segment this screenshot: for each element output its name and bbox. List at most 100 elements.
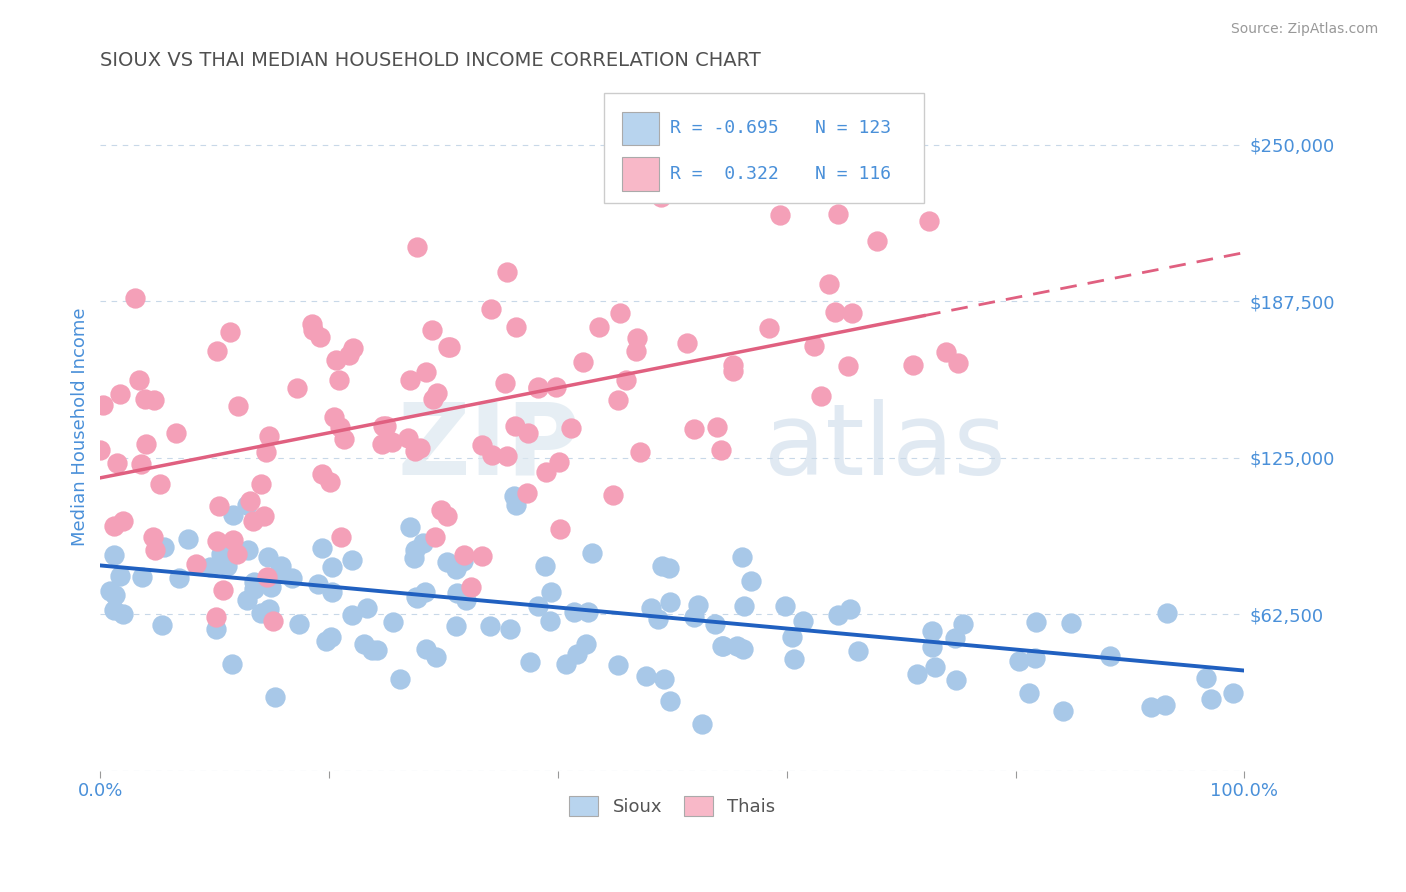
Point	[905, 666, 928, 681]
Point	[98, 583, 121, 598]
Point	[110, 387, 132, 401]
Text: N = 123: N = 123	[815, 120, 891, 137]
Point	[398, 520, 420, 534]
Point	[426, 385, 449, 400]
Point	[827, 607, 849, 622]
Point	[311, 541, 333, 555]
Point	[361, 643, 384, 657]
Point	[1154, 698, 1177, 713]
Legend: Sioux, Thais: Sioux, Thais	[562, 789, 783, 823]
Point	[287, 616, 309, 631]
Point	[571, 354, 593, 368]
Point	[824, 304, 846, 318]
Point	[406, 240, 429, 254]
Point	[581, 546, 603, 560]
Point	[560, 421, 582, 435]
Point	[150, 618, 173, 632]
Point	[935, 345, 957, 359]
Point	[818, 277, 841, 291]
Point	[356, 601, 378, 615]
Point	[436, 555, 458, 569]
Point	[740, 574, 762, 589]
Point	[1099, 648, 1122, 663]
Point	[803, 339, 825, 353]
Point	[129, 457, 152, 471]
Point	[405, 590, 427, 604]
Point	[396, 431, 419, 445]
Point	[945, 673, 967, 687]
Point	[142, 530, 165, 544]
Point	[810, 389, 832, 403]
Point	[706, 419, 728, 434]
Point	[242, 515, 264, 529]
Point	[555, 657, 578, 672]
Point	[207, 344, 229, 359]
Point	[924, 660, 946, 674]
Point	[149, 477, 172, 491]
Point	[502, 489, 524, 503]
Point	[103, 548, 125, 562]
Point	[337, 348, 360, 362]
Point	[534, 465, 557, 479]
Point	[267, 565, 290, 579]
Point	[526, 381, 548, 395]
Point	[901, 358, 924, 372]
Point	[308, 329, 330, 343]
Point	[1060, 615, 1083, 630]
Point	[207, 533, 229, 548]
Point	[321, 584, 343, 599]
Point	[128, 373, 150, 387]
Point	[108, 569, 131, 583]
Text: Source: ZipAtlas.com: Source: ZipAtlas.com	[1230, 22, 1378, 37]
Point	[301, 323, 323, 337]
Point	[651, 559, 673, 574]
Point	[733, 642, 755, 657]
Point	[186, 558, 208, 572]
Point	[839, 601, 862, 615]
Point	[319, 475, 342, 489]
Y-axis label: Median Household Income: Median Household Income	[72, 307, 89, 546]
Point	[415, 365, 437, 379]
Point	[454, 592, 477, 607]
Point	[167, 571, 190, 585]
Point	[602, 488, 624, 502]
Point	[380, 435, 402, 450]
Point	[254, 445, 277, 459]
Point	[239, 494, 262, 508]
Point	[479, 302, 502, 317]
Point	[1156, 607, 1178, 621]
Point	[505, 498, 527, 512]
Point	[721, 359, 744, 373]
Point	[952, 617, 974, 632]
Point	[256, 570, 278, 584]
Point	[783, 651, 806, 665]
Point	[257, 550, 280, 565]
Text: ZIP: ZIP	[398, 399, 581, 496]
Point	[846, 644, 869, 658]
Point	[250, 606, 273, 620]
Point	[503, 419, 526, 434]
Point	[321, 560, 343, 574]
Point	[703, 616, 725, 631]
Point	[575, 637, 598, 651]
Point	[307, 577, 329, 591]
Point	[1201, 691, 1223, 706]
Point	[204, 609, 226, 624]
Point	[353, 637, 375, 651]
Point	[841, 305, 863, 319]
Point	[422, 392, 444, 407]
Point	[496, 265, 519, 279]
Point	[723, 364, 745, 378]
Point	[921, 624, 943, 638]
Point	[135, 437, 157, 451]
Point	[769, 208, 792, 222]
Point	[565, 647, 588, 661]
Point	[647, 612, 669, 626]
Point	[311, 467, 333, 481]
Point	[177, 532, 200, 546]
Point	[165, 425, 187, 440]
Point	[340, 607, 363, 622]
Point	[837, 359, 859, 374]
Point	[471, 438, 494, 452]
Point	[636, 669, 658, 683]
